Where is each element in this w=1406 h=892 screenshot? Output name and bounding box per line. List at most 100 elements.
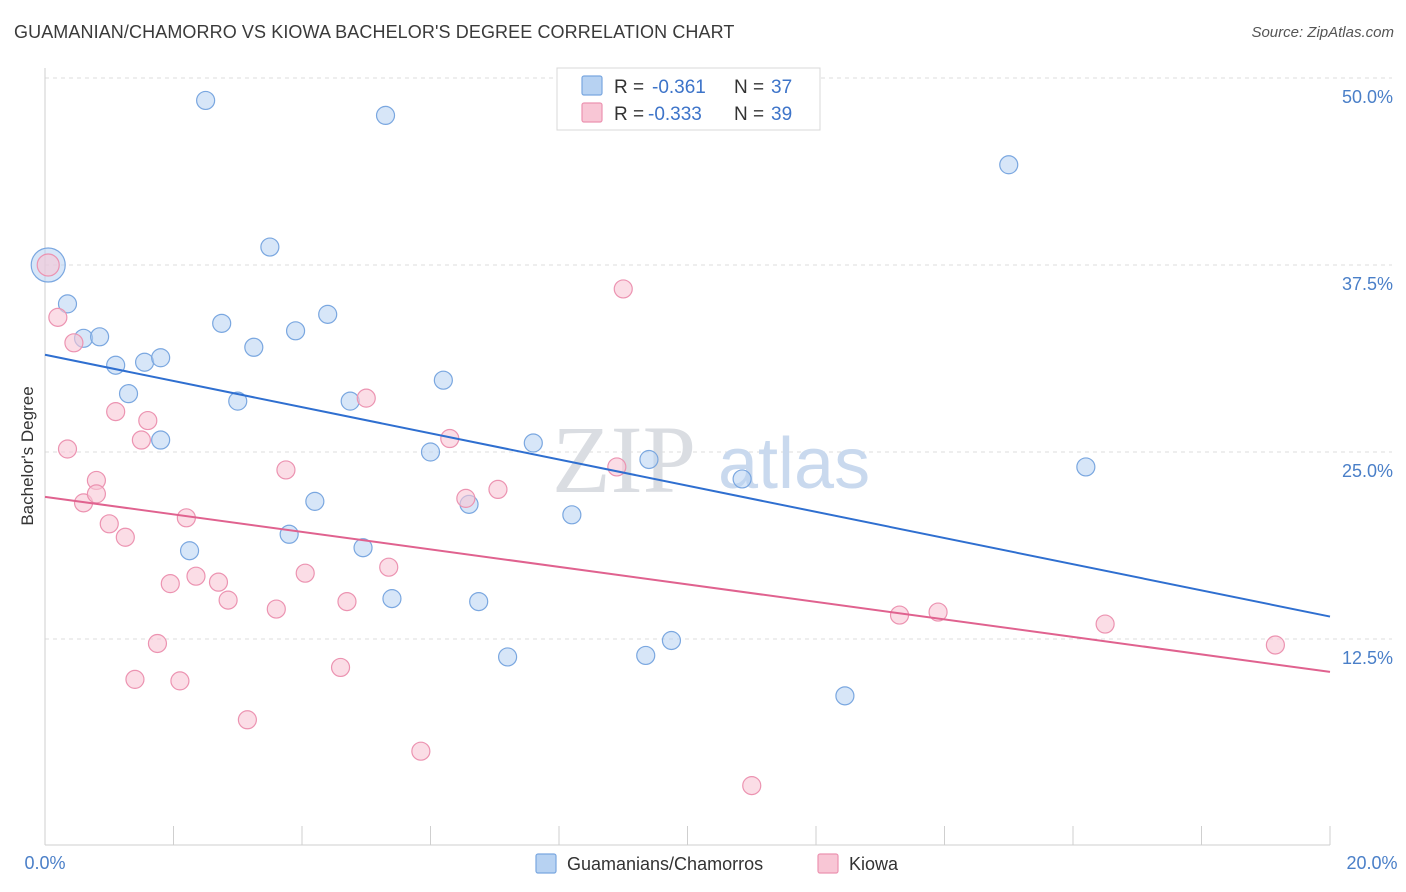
guamanian-point-35 (999, 155, 1019, 175)
kiowa-point-15 (170, 671, 190, 691)
guamanian-point-20 (353, 538, 373, 558)
kiowa-point-20 (237, 710, 257, 730)
kiowa-point-3 (64, 333, 84, 353)
guamanian-point-29 (562, 505, 582, 525)
kiowa-point-25 (337, 591, 357, 612)
series-legend: Guamanians/Chamorros Kiowa (535, 853, 899, 874)
y-tick-labels: 12.5% 25.0% 37.5% 50.0% (1342, 87, 1393, 668)
x-tick-label-min: 0.0% (24, 853, 65, 873)
y-tick-label-3: 50.0% (1342, 87, 1393, 107)
kiowa-point-19 (218, 590, 238, 610)
kiowa-point-2 (57, 439, 78, 459)
legend-n-value-2: 39 (771, 104, 792, 125)
guamanian-point-17 (305, 491, 325, 511)
guamanian-point-27 (498, 647, 518, 667)
guamanian-point-9 (179, 541, 200, 561)
guamanian-point-11 (212, 313, 232, 333)
kiowa-point-17 (186, 566, 206, 586)
guamanian-point-24 (433, 370, 453, 390)
kiowa-point-18 (208, 572, 229, 592)
kiowa-point-24 (330, 657, 351, 678)
y-tick-label-1: 25.0% (1342, 461, 1393, 481)
legend-r-label-2: R = (614, 104, 644, 125)
legend-n-value-1: 37 (771, 77, 792, 98)
bottom-legend-label-kiowa: Kiowa (849, 854, 899, 874)
legend-swatch-blue (581, 75, 603, 96)
bottom-legend-swatch-kiowa (817, 853, 839, 874)
kiowa-point-14 (160, 574, 180, 594)
trend-lines (44, 353, 1331, 673)
guamanian-point-33 (732, 469, 752, 489)
y-axis-title: Bachelor's Degree (18, 386, 37, 525)
data-points (30, 90, 1285, 796)
kiowa-point-10 (125, 669, 145, 689)
kiowa-point-28 (411, 741, 431, 761)
kiowa-point-22 (276, 460, 296, 480)
y-tick-label-2: 37.5% (1342, 274, 1393, 294)
kiowa-trend-line (44, 495, 1331, 673)
kiowa-point-36 (928, 602, 948, 622)
kiowa-point-33 (613, 279, 633, 299)
guamanian-point-6 (118, 384, 139, 404)
kiowa-point-8 (106, 402, 126, 422)
legend-r-label-1: R = (614, 77, 644, 98)
guamanian-point-30 (636, 645, 656, 666)
kiowa-point-13 (147, 633, 168, 654)
watermark-atlas: atlas (718, 424, 870, 504)
guamanian-point-26 (469, 591, 489, 612)
kiowa-point-30 (456, 488, 476, 508)
guamanian-point-7 (151, 348, 171, 368)
guamanian-point-16 (279, 524, 299, 544)
gridlines (45, 77, 1392, 640)
y-tick-label-0: 12.5% (1342, 648, 1393, 668)
guamanian-point-13 (244, 337, 264, 357)
bottom-legend-swatch-guamanians (535, 853, 557, 874)
guamanian-point-23 (420, 442, 441, 462)
legend-swatch-pink (581, 102, 603, 123)
guamanian-point-15 (285, 321, 306, 341)
guamanian-point-22 (382, 589, 402, 609)
kiowa-point-38 (1265, 635, 1285, 655)
chart-title: GUAMANIAN/CHAMORRO VS KIOWA BACHELOR'S D… (14, 22, 735, 42)
guamanian-point-32 (661, 630, 682, 651)
kiowa-point-7 (99, 514, 119, 534)
legend-r-value-1: -0.361 (652, 77, 706, 98)
guamanian-point-10 (196, 90, 216, 111)
x-tick-label-max: 20.0% (1346, 853, 1397, 873)
correlation-legend: R = -0.361 N = 37 R = -0.333 N = 39 (556, 67, 821, 131)
guamanian-point-14 (260, 237, 280, 257)
guamanian-trend-line (44, 353, 1331, 618)
kiowa-point-34 (742, 776, 762, 796)
guamanian-point-12 (228, 391, 248, 411)
guamanian-point-21 (375, 105, 396, 126)
kiowa-point-6 (86, 484, 107, 504)
kiowa-point-12 (138, 410, 158, 431)
kiowa-point-37 (1095, 614, 1115, 634)
source-credit: Source: ZipAtlas.com (1251, 24, 1394, 41)
legend-r-value-2: -0.333 (648, 104, 702, 125)
kiowa-point-0 (36, 253, 60, 277)
kiowa-point-1 (48, 307, 68, 327)
x-ticks (44, 826, 1331, 845)
legend-n-label-1: N = (734, 77, 764, 98)
guamanian-point-31 (639, 449, 659, 470)
guamanian-point-3 (90, 327, 110, 347)
kiowa-point-26 (356, 388, 376, 408)
kiowa-point-31 (488, 479, 508, 499)
guamanian-point-5 (134, 352, 155, 372)
guamanian-point-4 (106, 355, 126, 375)
watermark-zip: ZIP (552, 406, 696, 513)
bottom-legend-label-guamanians: Guamanians/Chamorros (567, 854, 763, 874)
guamanian-point-8 (151, 430, 171, 450)
guamanian-point-34 (835, 686, 855, 706)
guamanian-point-19 (340, 391, 360, 411)
kiowa-point-9 (115, 527, 135, 547)
guamanian-point-28 (523, 433, 543, 453)
guamanian-point-36 (1076, 457, 1096, 477)
legend-n-label-2: N = (734, 104, 764, 125)
kiowa-point-11 (131, 430, 151, 450)
kiowa-point-21 (266, 599, 286, 619)
kiowa-point-27 (379, 557, 399, 577)
guamanian-point-18 (318, 304, 338, 324)
